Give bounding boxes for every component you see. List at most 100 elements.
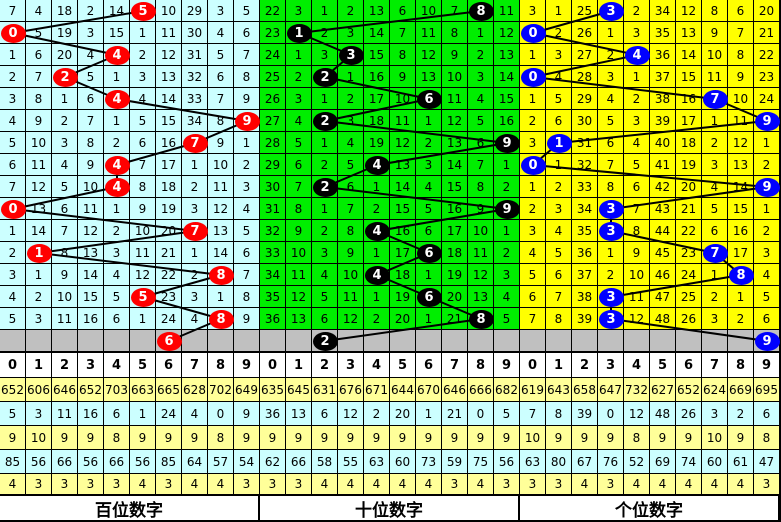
grid-cell: 31 [572,132,598,154]
grid-cell: 16 [676,88,702,110]
hit-ball: 1 [546,133,572,153]
stat-cell: 1 [416,402,442,426]
grid-cell: 11 [390,110,416,132]
stat-cell: 4 [0,474,26,495]
digit-header: 8 [208,353,234,378]
grid-cell: 17 [156,154,182,176]
grid-cell: 9 [728,66,754,88]
grid-cell: 4 [546,220,572,242]
grid-cell: 1 [546,0,572,22]
grid-cell: 5 [130,110,156,132]
grid-cell: 4 [52,154,78,176]
grid-cell: 2 [0,66,26,88]
grid-cell: 3 [78,22,104,44]
stat-cell: 9 [52,426,78,450]
grid-cell: 32 [260,220,286,242]
grid-cell: 3 [130,66,156,88]
grid-cell: 15 [104,22,130,44]
grid-cell: 20 [676,176,702,198]
stat-cell: 10 [702,426,728,450]
grid-cell: 1 [0,220,26,242]
grid-cell: 3 [312,44,338,66]
stat-cell: 628 [182,378,208,402]
grid-cell: 11 [156,22,182,44]
grid-cell: 25 [260,66,286,88]
stat-cell: 9 [338,426,364,450]
prediction-cell [468,330,494,352]
stat-cell: 9 [676,426,702,450]
grid-cell: 6 [234,22,260,44]
grid-cell: 9 [702,22,728,44]
stat-cell: 4 [624,474,650,495]
stat-cell: 6 [312,402,338,426]
grid-cell: 36 [650,44,676,66]
grid-cell: 4 [78,44,104,66]
grid-cell: 3 [182,198,208,220]
grid-cell: 23 [676,242,702,264]
grid-cell: 10 [468,220,494,242]
grid-cell: 2 [494,242,520,264]
grid-cell: 6 [546,110,572,132]
grid-cell: 35 [650,22,676,44]
digit-header: 8 [468,353,494,378]
grid-cell: 18 [364,110,390,132]
stat-cell: 9 [364,426,390,450]
grid-cell: 12 [390,132,416,154]
stat-cell: 9 [156,426,182,450]
digit-header: 0 [520,353,546,378]
grid-cell: 12 [624,308,650,330]
stat-cell: 631 [312,378,338,402]
grid-cell: 4 [312,264,338,286]
grid-cell: 9 [234,88,260,110]
grid-cell: 5 [624,154,650,176]
stat-cell: 3 [598,474,624,495]
grid-cell: 9 [26,110,52,132]
hit-ball: 9 [234,111,260,131]
grid-cell: 16 [364,66,390,88]
stat-cell: 0 [208,402,234,426]
hit-ball: 0 [0,199,26,219]
stat-cell: 4 [338,474,364,495]
prediction-cell [572,330,598,352]
grid-cell: 5 [754,286,780,308]
stat-cell: 3 [104,474,130,495]
hit-ball: 5 [130,1,156,21]
prediction-cell [52,330,78,352]
grid-cell: 5 [338,154,364,176]
hit-ball: 6 [416,287,442,307]
grid-cell: 12 [468,264,494,286]
stat-cell: 606 [26,378,52,402]
grid-cell: 6 [234,242,260,264]
stat-cell: 63 [364,450,390,474]
grid-cell: 19 [442,264,468,286]
digit-header: 5 [390,353,416,378]
grid-cell: 1 [416,308,442,330]
grid-cell: 1 [286,44,312,66]
hit-ball: 6 [416,243,442,263]
grid-cell: 35 [260,286,286,308]
grid-cell: 33 [572,176,598,198]
hit-ball: 3 [598,287,624,307]
grid-cell: 2 [312,22,338,44]
stat-cell: 645 [286,378,312,402]
stat-cell: 62 [260,450,286,474]
grid-cell: 6 [26,44,52,66]
grid-cell: 9 [338,242,364,264]
grid-cell: 3 [520,0,546,22]
grid-cell: 11 [286,264,312,286]
stat-cell: 649 [234,378,260,402]
grid-cell: 10 [338,264,364,286]
stat-cell: 4 [728,474,754,495]
hit-ball: 8 [728,265,754,285]
hit-ball: 7 [182,133,208,153]
stat-cell: 6 [104,402,130,426]
stat-cell: 73 [416,450,442,474]
grid-cell: 1 [104,66,130,88]
stat-cell: 54 [234,450,260,474]
grid-cell: 19 [390,286,416,308]
grid-cell: 10 [702,44,728,66]
stat-cell: 12 [338,402,364,426]
grid-cell: 8 [728,44,754,66]
prediction-cell [104,330,130,352]
grid-cell: 27 [260,110,286,132]
